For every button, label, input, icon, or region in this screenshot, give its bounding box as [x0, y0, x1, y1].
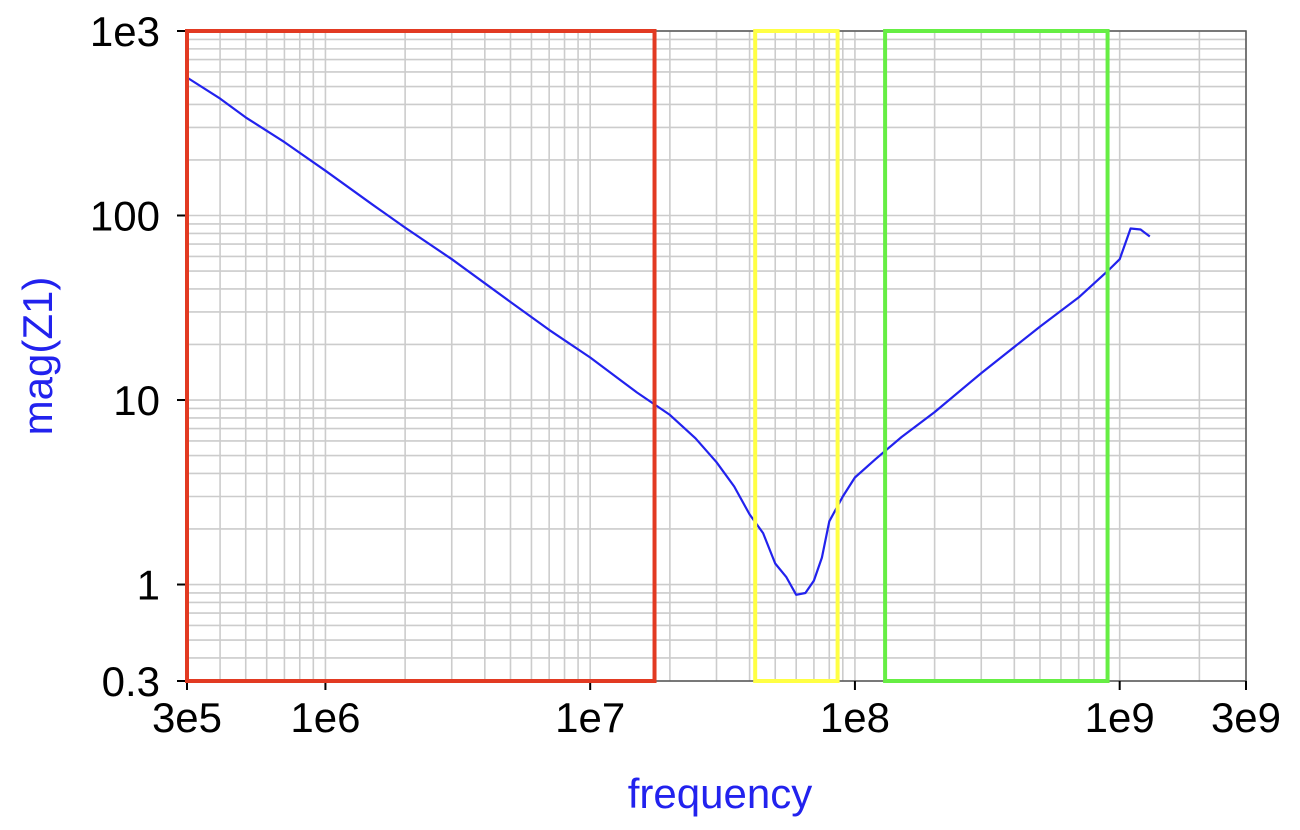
x-tick-label: 1e7 — [555, 694, 625, 741]
series-layer — [186, 76, 1151, 596]
y-tick-label: 10 — [113, 377, 160, 424]
x-tick-label: 1e8 — [820, 694, 890, 741]
y-axis-title: mag(Z1) — [14, 277, 61, 436]
x-tick-label: 1e6 — [290, 694, 360, 741]
x-tick-label: 3e5 — [152, 694, 222, 741]
series-line — [186, 76, 1151, 596]
highlight-region — [753, 29, 840, 683]
x-tick-label: 3e9 — [1211, 694, 1281, 741]
x-tick-label: 1e9 — [1085, 694, 1155, 741]
highlight-region — [883, 29, 1110, 683]
grid — [186, 30, 1247, 682]
y-tick-label: 1 — [137, 562, 160, 609]
highlight-region — [185, 29, 657, 683]
x-axis-title: frequency — [628, 770, 812, 817]
x-axis-ticks: 3e5 1e6 1e7 1e8 1e9 3e9 — [152, 681, 1281, 741]
highlight-regions — [185, 29, 1110, 683]
y-tick-label: 0.3 — [102, 658, 160, 705]
y-tick-label: 1e3 — [90, 8, 160, 55]
y-tick-label: 100 — [90, 193, 160, 240]
y-axis-ticks: 0.3 1 10 100 1e3 — [90, 8, 187, 705]
